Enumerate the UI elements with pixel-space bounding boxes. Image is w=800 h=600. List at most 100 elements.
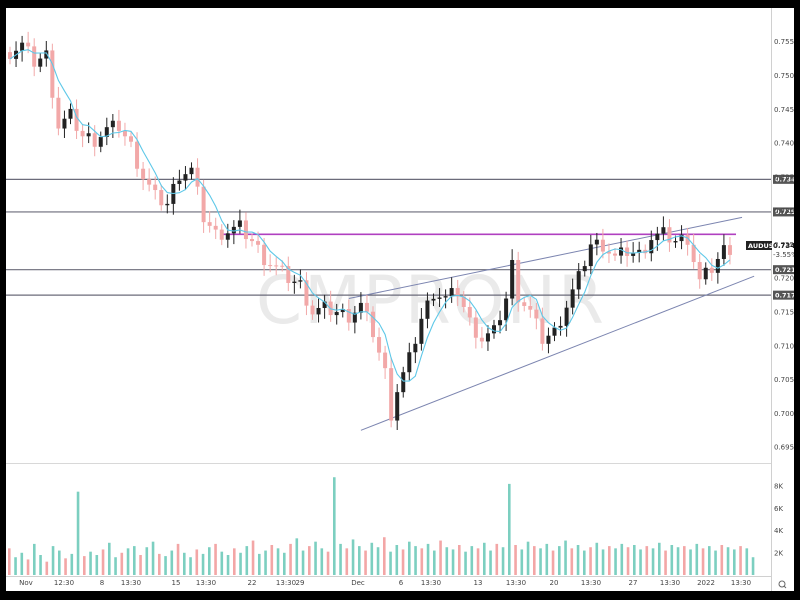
volume-bar xyxy=(139,555,142,575)
volume-bar xyxy=(108,542,111,575)
candle-body xyxy=(141,168,146,180)
candle-body xyxy=(243,220,248,240)
candle-body xyxy=(298,280,303,282)
volume-bar xyxy=(345,548,349,575)
candle-body xyxy=(104,127,109,137)
time-tick-label: 13 xyxy=(474,579,483,587)
volume-bar xyxy=(283,552,286,575)
candle-body xyxy=(371,311,375,338)
volume-bar xyxy=(170,550,174,575)
volume-bar xyxy=(608,546,611,575)
volume-bar xyxy=(276,548,280,575)
volume-bar xyxy=(689,549,692,575)
volume-bar xyxy=(539,548,542,575)
candle-body xyxy=(364,302,369,312)
change-label: -3.55% xyxy=(773,251,794,259)
price-chart[interactable]: CMPRONR 0.73463 0.72981 0.72127 0.71750 0.7… xyxy=(6,8,794,591)
volume-bar xyxy=(395,545,399,575)
candle-body xyxy=(546,335,551,344)
candle-body xyxy=(443,296,448,298)
time-tick-label: 13:30 xyxy=(196,579,216,587)
volume-bar xyxy=(533,546,536,575)
volume-bar xyxy=(320,548,324,575)
candle-body xyxy=(431,298,436,301)
time-tick-label: 29 xyxy=(296,579,305,587)
candles xyxy=(8,31,732,431)
candle-body xyxy=(322,301,327,308)
volume-bar xyxy=(133,546,136,575)
candle-body xyxy=(625,247,630,256)
candle-body xyxy=(86,133,91,137)
symbol-label: AUDUSD xyxy=(748,242,779,250)
candle-body xyxy=(395,392,400,421)
volume-bar xyxy=(383,537,386,575)
candle-body xyxy=(703,267,708,280)
volume-bar xyxy=(189,557,192,575)
candle-body xyxy=(74,108,79,131)
volume-bar xyxy=(389,551,392,575)
candle-body xyxy=(122,130,127,137)
time-axis[interactable]: Nov 12:30 8 13:30 15 13:30 22 13:30 29 Dec 6 13:30 1… xyxy=(19,579,751,587)
volume-bar xyxy=(639,549,642,575)
candle-body xyxy=(98,136,103,147)
price-tick-label: 0.72000 xyxy=(774,275,794,283)
volume-bar xyxy=(445,547,449,575)
candle-body xyxy=(32,46,37,67)
volume-bar xyxy=(483,542,486,575)
volume-bar xyxy=(489,550,492,575)
volume-bar xyxy=(14,557,17,575)
volume-bar xyxy=(164,556,167,575)
volume-bar xyxy=(39,555,42,575)
wedge-lower-line[interactable] xyxy=(360,275,755,431)
candle-body xyxy=(649,240,654,254)
wedge-upper-line[interactable] xyxy=(348,216,743,300)
volume-bar xyxy=(514,545,517,575)
price-axis[interactable]: 0.75500 0.75000 0.74500 0.74000 0.73500 0.730… xyxy=(774,38,794,452)
candle-body xyxy=(231,226,236,234)
volume-bar xyxy=(520,549,524,575)
volume-bar xyxy=(526,541,530,575)
candle-body xyxy=(534,309,539,319)
volume-bar xyxy=(601,549,605,575)
candle-body xyxy=(383,352,388,369)
candle-body xyxy=(177,180,182,184)
volume-bar xyxy=(264,550,267,575)
candle-body xyxy=(540,318,545,344)
volume-tick-label: 4K xyxy=(774,527,783,535)
time-tick-label: 6 xyxy=(399,579,404,587)
candle-body xyxy=(685,234,690,245)
volume-bar xyxy=(339,543,342,575)
volume-bar xyxy=(351,539,355,575)
volume-bar xyxy=(558,546,561,575)
price-tick-label: 0.73000 xyxy=(774,207,794,215)
volume-bar xyxy=(583,550,586,575)
level-label-1: 0.72981 xyxy=(775,208,794,216)
volume-axis: 8K 6K 4K 2K xyxy=(774,483,783,558)
time-tick-label: 20 xyxy=(550,579,559,587)
volume-bar xyxy=(176,543,180,575)
candle-body xyxy=(619,247,624,256)
settings-icon[interactable] xyxy=(778,580,787,589)
level-tag-2 xyxy=(773,265,794,275)
time-tick-label: 13:30 xyxy=(121,579,141,587)
candle-body xyxy=(377,337,382,353)
volume-tick-label: 6K xyxy=(774,505,783,513)
volume-bar xyxy=(295,538,299,575)
volume-bar xyxy=(308,546,311,575)
time-tick-label: 13:30 xyxy=(506,579,526,587)
candle-body xyxy=(449,288,454,297)
candle-body xyxy=(510,259,515,299)
volume-bar xyxy=(670,545,674,575)
volume-bar xyxy=(214,543,217,575)
volume-bar xyxy=(233,548,236,575)
candle-body xyxy=(582,266,587,272)
volume-bar xyxy=(620,543,624,575)
candle-body xyxy=(250,239,254,242)
volume-bar xyxy=(239,552,242,575)
price-tick-label: 0.70000 xyxy=(774,410,794,418)
candle-body xyxy=(334,312,339,316)
candle-body xyxy=(358,302,363,313)
candle-body xyxy=(600,239,605,252)
volume-bar xyxy=(289,543,292,575)
candle-body xyxy=(552,327,557,336)
